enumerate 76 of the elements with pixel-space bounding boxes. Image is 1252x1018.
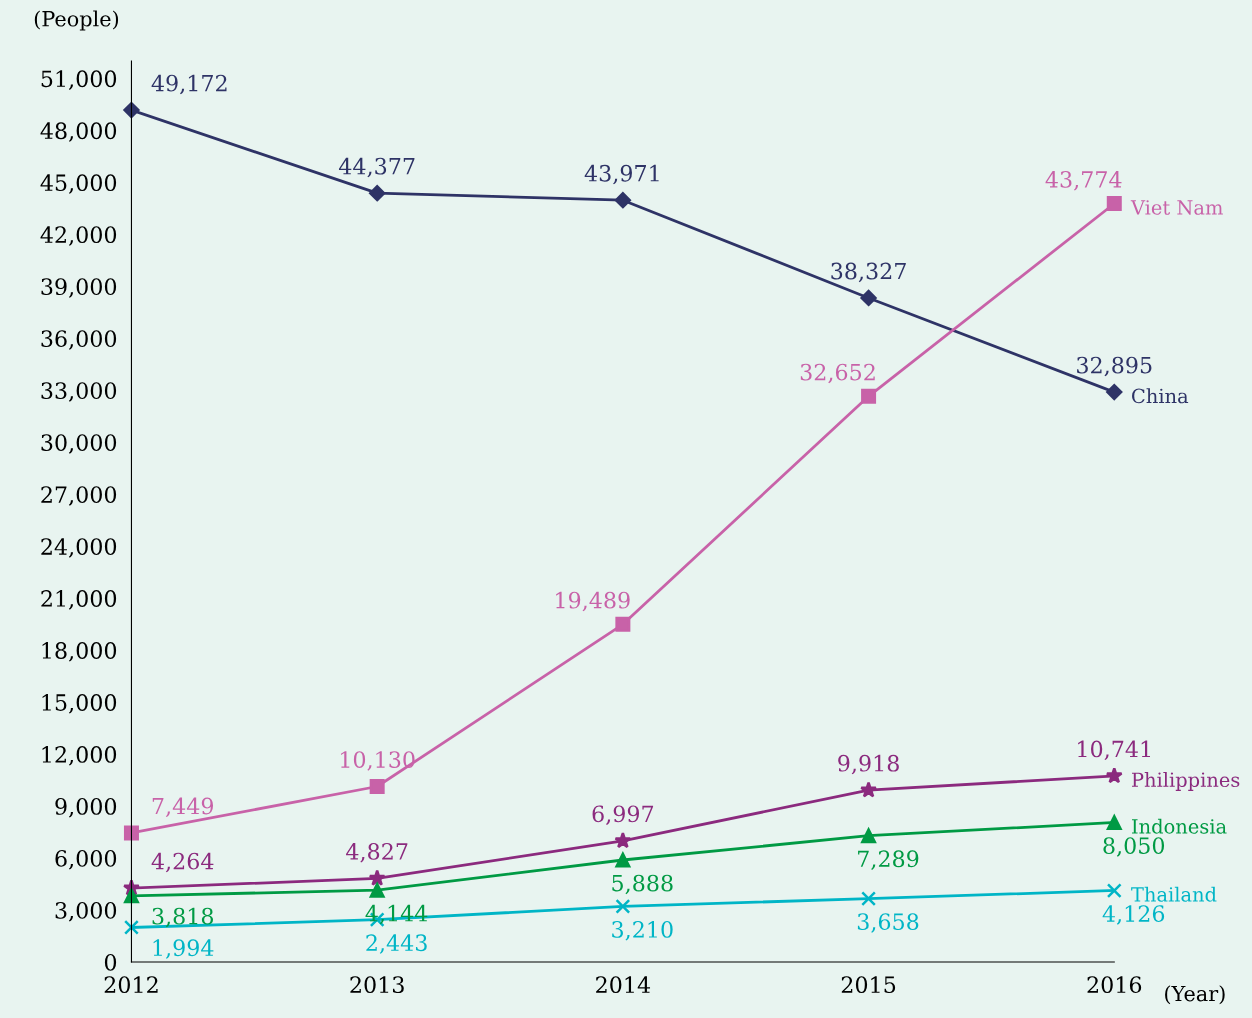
data-label: 8,050: [1103, 837, 1165, 857]
data-label: 43,774: [1045, 171, 1122, 191]
y-tick-label: 9,000: [55, 798, 117, 818]
point: [123, 919, 139, 935]
series-label: Viet Nam: [1130, 200, 1223, 215]
y-tick-label: 21,000: [41, 590, 117, 610]
y-tick-label: 30,000: [41, 434, 117, 454]
y-tick-label: 33,000: [41, 382, 117, 402]
y-tick-label: 12,000: [42, 746, 117, 766]
y-tick-label: 6,000: [55, 850, 117, 870]
point: [123, 101, 140, 119]
point: [860, 781, 878, 798]
data-label: 2,443: [366, 934, 427, 954]
data-label: 32,652: [800, 363, 875, 384]
y-tick-label: 39,000: [41, 278, 117, 298]
data-label: 9,918: [838, 754, 899, 775]
series-label: Indonesia: [1132, 818, 1227, 834]
x-tick-label: 2015: [841, 976, 896, 994]
point: [861, 828, 877, 844]
data-label: 4,264: [151, 852, 214, 873]
point: [1106, 383, 1123, 401]
data-label: 32,895: [1077, 356, 1152, 377]
point: [615, 616, 631, 632]
point: [861, 891, 877, 907]
y-tick-label: 51,000: [41, 70, 117, 90]
point: [368, 869, 386, 886]
x-tick-label: 2016: [1087, 976, 1142, 994]
x-axis-title: (Year): [1165, 985, 1225, 1005]
data-label: 6,997: [592, 805, 654, 825]
data-label: 44,377: [338, 157, 415, 178]
series-label: Philippines: [1132, 772, 1240, 791]
y-tick-label: 48,000: [40, 122, 117, 142]
y-tick-label: 24,000: [41, 538, 117, 558]
data-label: 7,449: [152, 797, 214, 818]
y-tick-label: 27,000: [41, 486, 117, 506]
point: [861, 388, 877, 404]
x-tick-label: 2013: [350, 976, 404, 994]
y-tick-label: 42,000: [40, 226, 117, 246]
y-tick-label: 36,000: [41, 330, 117, 350]
data-label: 43,971: [584, 164, 659, 185]
series-label: Thailand: [1131, 886, 1217, 902]
data-label: 38,327: [831, 262, 906, 283]
data-label: 10,741: [1078, 740, 1150, 761]
series-label: China: [1132, 388, 1189, 404]
x-tick-label: 2014: [596, 976, 651, 994]
data-label: 3,658: [857, 913, 919, 933]
point: [615, 898, 631, 914]
data-label: 19,489: [556, 591, 630, 612]
point: [860, 289, 877, 307]
point: [1106, 815, 1122, 831]
data-label: 3,818: [152, 907, 214, 928]
point: [369, 779, 385, 794]
point: [615, 852, 631, 868]
y-tick-label: 0: [104, 953, 117, 971]
point: [614, 192, 631, 209]
data-label: 10,130: [341, 751, 415, 771]
x-tick-label: 2012: [104, 976, 158, 994]
point: [369, 185, 386, 202]
point: [123, 825, 139, 841]
y-axis-title: (People): [34, 10, 119, 31]
y-tick-label: 45,000: [40, 174, 117, 194]
y-tick-label: 3,000: [55, 901, 117, 922]
y-tick-label: 18,000: [42, 642, 117, 662]
data-label: 5,888: [612, 874, 673, 895]
point: [369, 882, 385, 898]
data-label: 4,827: [346, 843, 408, 863]
point: [1106, 883, 1122, 899]
point: [1106, 196, 1122, 212]
data-label: 7,289: [858, 850, 919, 870]
data-label: 4,126: [1102, 905, 1165, 925]
data-label: 1,994: [153, 939, 214, 959]
y-tick-label: 15,000: [42, 694, 117, 714]
point: [1105, 767, 1123, 784]
data-label: 3,210: [612, 921, 673, 941]
data-label: 49,172: [151, 74, 227, 95]
point: [614, 831, 632, 849]
